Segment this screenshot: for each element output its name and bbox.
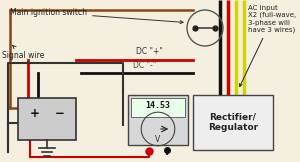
Text: Main ignition switch: Main ignition switch [10, 8, 183, 24]
Text: +: + [29, 107, 39, 121]
Bar [18, 98, 76, 140]
Text: 14.53: 14.53 [146, 102, 170, 110]
Text: −: − [55, 107, 65, 121]
Text: DC "+": DC "+" [136, 47, 163, 56]
Text: V: V [155, 135, 160, 145]
Text: Signal wire: Signal wire [2, 46, 44, 59]
Bar [193, 95, 273, 150]
Text: AC Input
X2 (full-wave,
3-phase will
have 3 wires): AC Input X2 (full-wave, 3-phase will hav… [240, 5, 296, 87]
Text: DC "-": DC "-" [133, 61, 156, 70]
Bar [128, 95, 188, 145]
Bar [131, 98, 185, 117]
Text: Rectifier/
Regulator: Rectifier/ Regulator [208, 113, 258, 132]
